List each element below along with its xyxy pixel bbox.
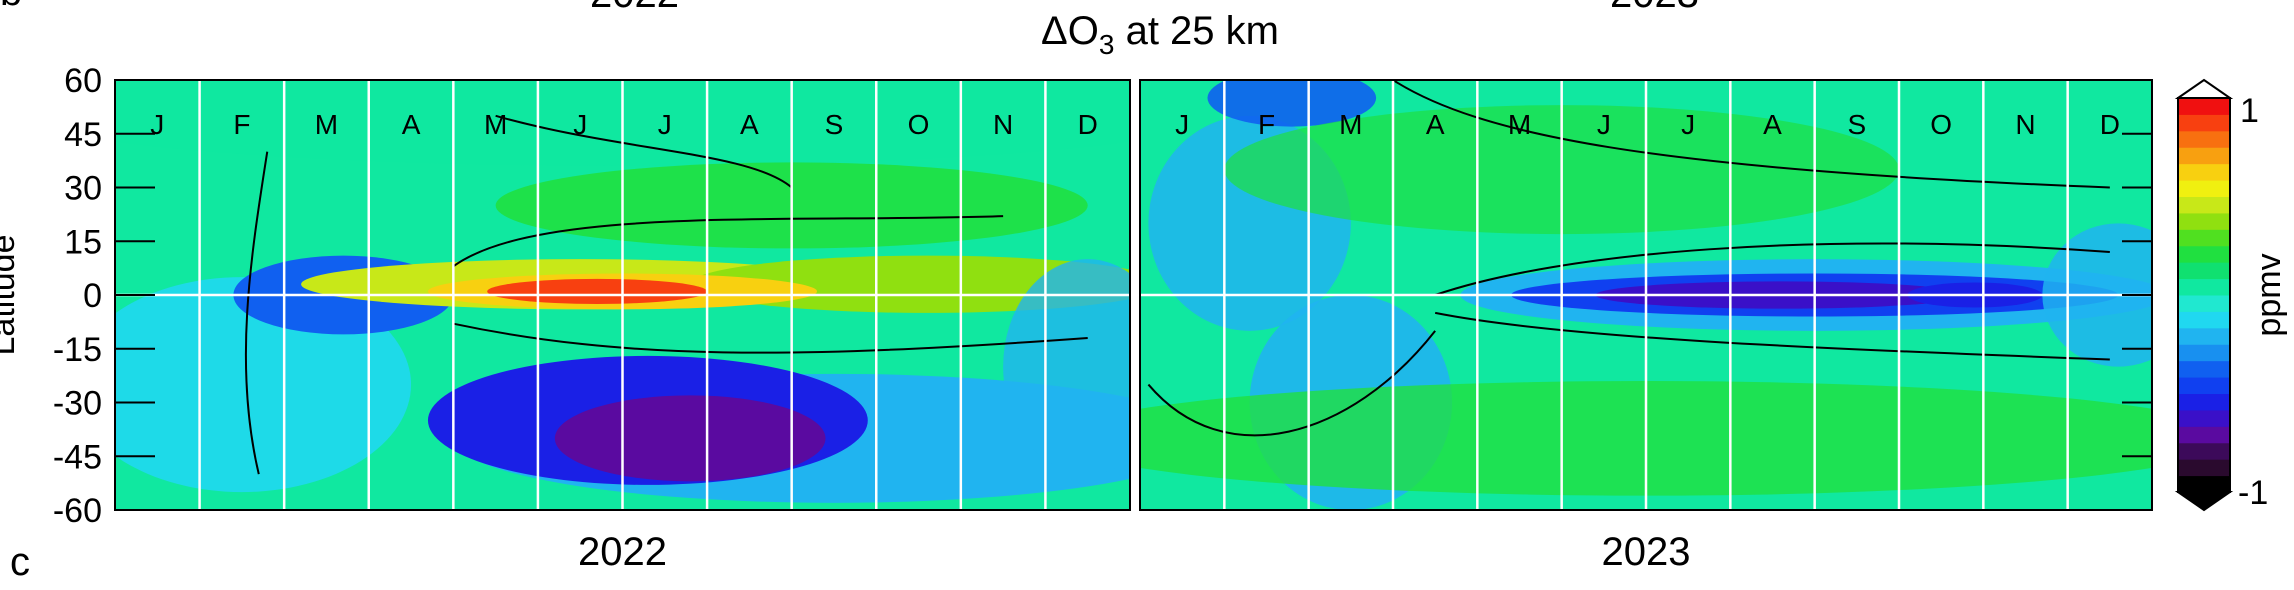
y-tick-label: 30 <box>64 170 102 208</box>
month-label: J <box>150 109 164 140</box>
colorbar-max-label: 1 <box>2240 92 2259 130</box>
month-label: J <box>1681 109 1695 140</box>
month-label: M <box>315 109 338 140</box>
month-label: J <box>1597 109 1611 140</box>
contour-nh-top-2022 <box>495 114 793 189</box>
y-tick-label: 0 <box>83 277 102 315</box>
colorbar-segment <box>2178 311 2230 329</box>
y-tick-label: -15 <box>53 331 102 369</box>
colorbar-segment <box>2178 409 2230 427</box>
contour-jan-2022 <box>244 151 269 475</box>
panel-letter-bottom: c <box>10 540 30 584</box>
contour-nh-2023 <box>1392 79 2110 189</box>
colorbar-segment <box>2178 360 2230 378</box>
month-label: N <box>993 109 1013 140</box>
month-label: M <box>1339 109 1362 140</box>
colorbar-segment <box>2178 442 2230 460</box>
contour-sh-2023 <box>1147 330 1436 437</box>
colorbar-segment <box>2178 327 2230 345</box>
colorbar-segment <box>2178 262 2230 280</box>
colorbar-segment <box>2178 196 2230 214</box>
year-label: 2022 <box>578 530 667 574</box>
month-label: O <box>1930 109 1952 140</box>
colorbar-segment <box>2178 278 2230 296</box>
month-label: J <box>573 109 587 140</box>
colorbar-segment <box>2178 229 2230 247</box>
month-label: M <box>1508 109 1531 140</box>
colorbar-segment <box>2178 475 2230 493</box>
chart-title: ΔO3 at 25 km <box>1041 9 1279 60</box>
month-label: S <box>825 109 844 140</box>
month-label: D <box>1078 109 1098 140</box>
colorbar-segment <box>2178 163 2230 181</box>
y-tick-label: -60 <box>53 492 102 530</box>
month-label: S <box>1847 109 1866 140</box>
y-axis-label: Latitude <box>0 235 22 356</box>
colorbar-segment <box>2178 426 2230 444</box>
clipped-year-right: 2023 <box>1610 0 1699 17</box>
colorbar-segment <box>2178 114 2230 132</box>
y-tick-label: 15 <box>64 223 102 261</box>
month-label: A <box>1426 109 1445 140</box>
month-label: M <box>484 109 507 140</box>
colorbar-min-arrow <box>2174 491 2234 512</box>
colorbar-segment <box>2178 212 2230 230</box>
y-tick-label: -45 <box>53 438 102 476</box>
month-label: J <box>1175 109 1189 140</box>
month-label: A <box>402 109 421 140</box>
month-label: A <box>1763 109 1782 140</box>
clipped-year-left: 2022 <box>590 0 679 17</box>
contour-eq-n-2023 <box>1434 242 2110 296</box>
month-label: F <box>233 109 250 140</box>
month-label: N <box>2015 109 2035 140</box>
colorbar-segment <box>2178 130 2230 148</box>
contour-nh-2022 <box>452 215 1004 268</box>
colorbar-segment <box>2178 393 2230 411</box>
month-label: D <box>2100 109 2120 140</box>
colorbar-segment <box>2178 98 2230 115</box>
colorbar-segment <box>2178 459 2230 477</box>
contour-eq-s-2023 <box>1434 311 2110 361</box>
y-tick-label: 45 <box>64 116 102 154</box>
y-tick-label: 60 <box>64 62 102 100</box>
colorbar-segment <box>2178 180 2230 197</box>
contour-sh-2022 <box>453 322 1088 354</box>
year-label: 2023 <box>1602 530 1691 574</box>
colorbar-segment <box>2178 344 2230 362</box>
panel-letter-top: b <box>0 0 22 15</box>
month-label: F <box>1258 109 1275 140</box>
month-label: J <box>658 109 672 140</box>
colorbar-label: ppmv <box>2250 253 2288 336</box>
y-tick-label: -30 <box>53 385 102 423</box>
blob-dec-cyan <box>1003 259 1130 475</box>
colorbar-segment <box>2178 377 2230 394</box>
blob-jan-blue <box>1207 80 1377 127</box>
colorbar-segment <box>2178 245 2230 263</box>
month-label: A <box>740 109 759 140</box>
colorbar-max-arrow <box>2174 78 2234 99</box>
month-label: O <box>908 109 930 140</box>
colorbar-min-label: -1 <box>2238 474 2268 512</box>
colorbar-segment <box>2178 147 2230 165</box>
blob-eq-red <box>487 278 708 304</box>
blob-sh-core <box>554 395 826 482</box>
colorbar-segment <box>2178 295 2230 312</box>
